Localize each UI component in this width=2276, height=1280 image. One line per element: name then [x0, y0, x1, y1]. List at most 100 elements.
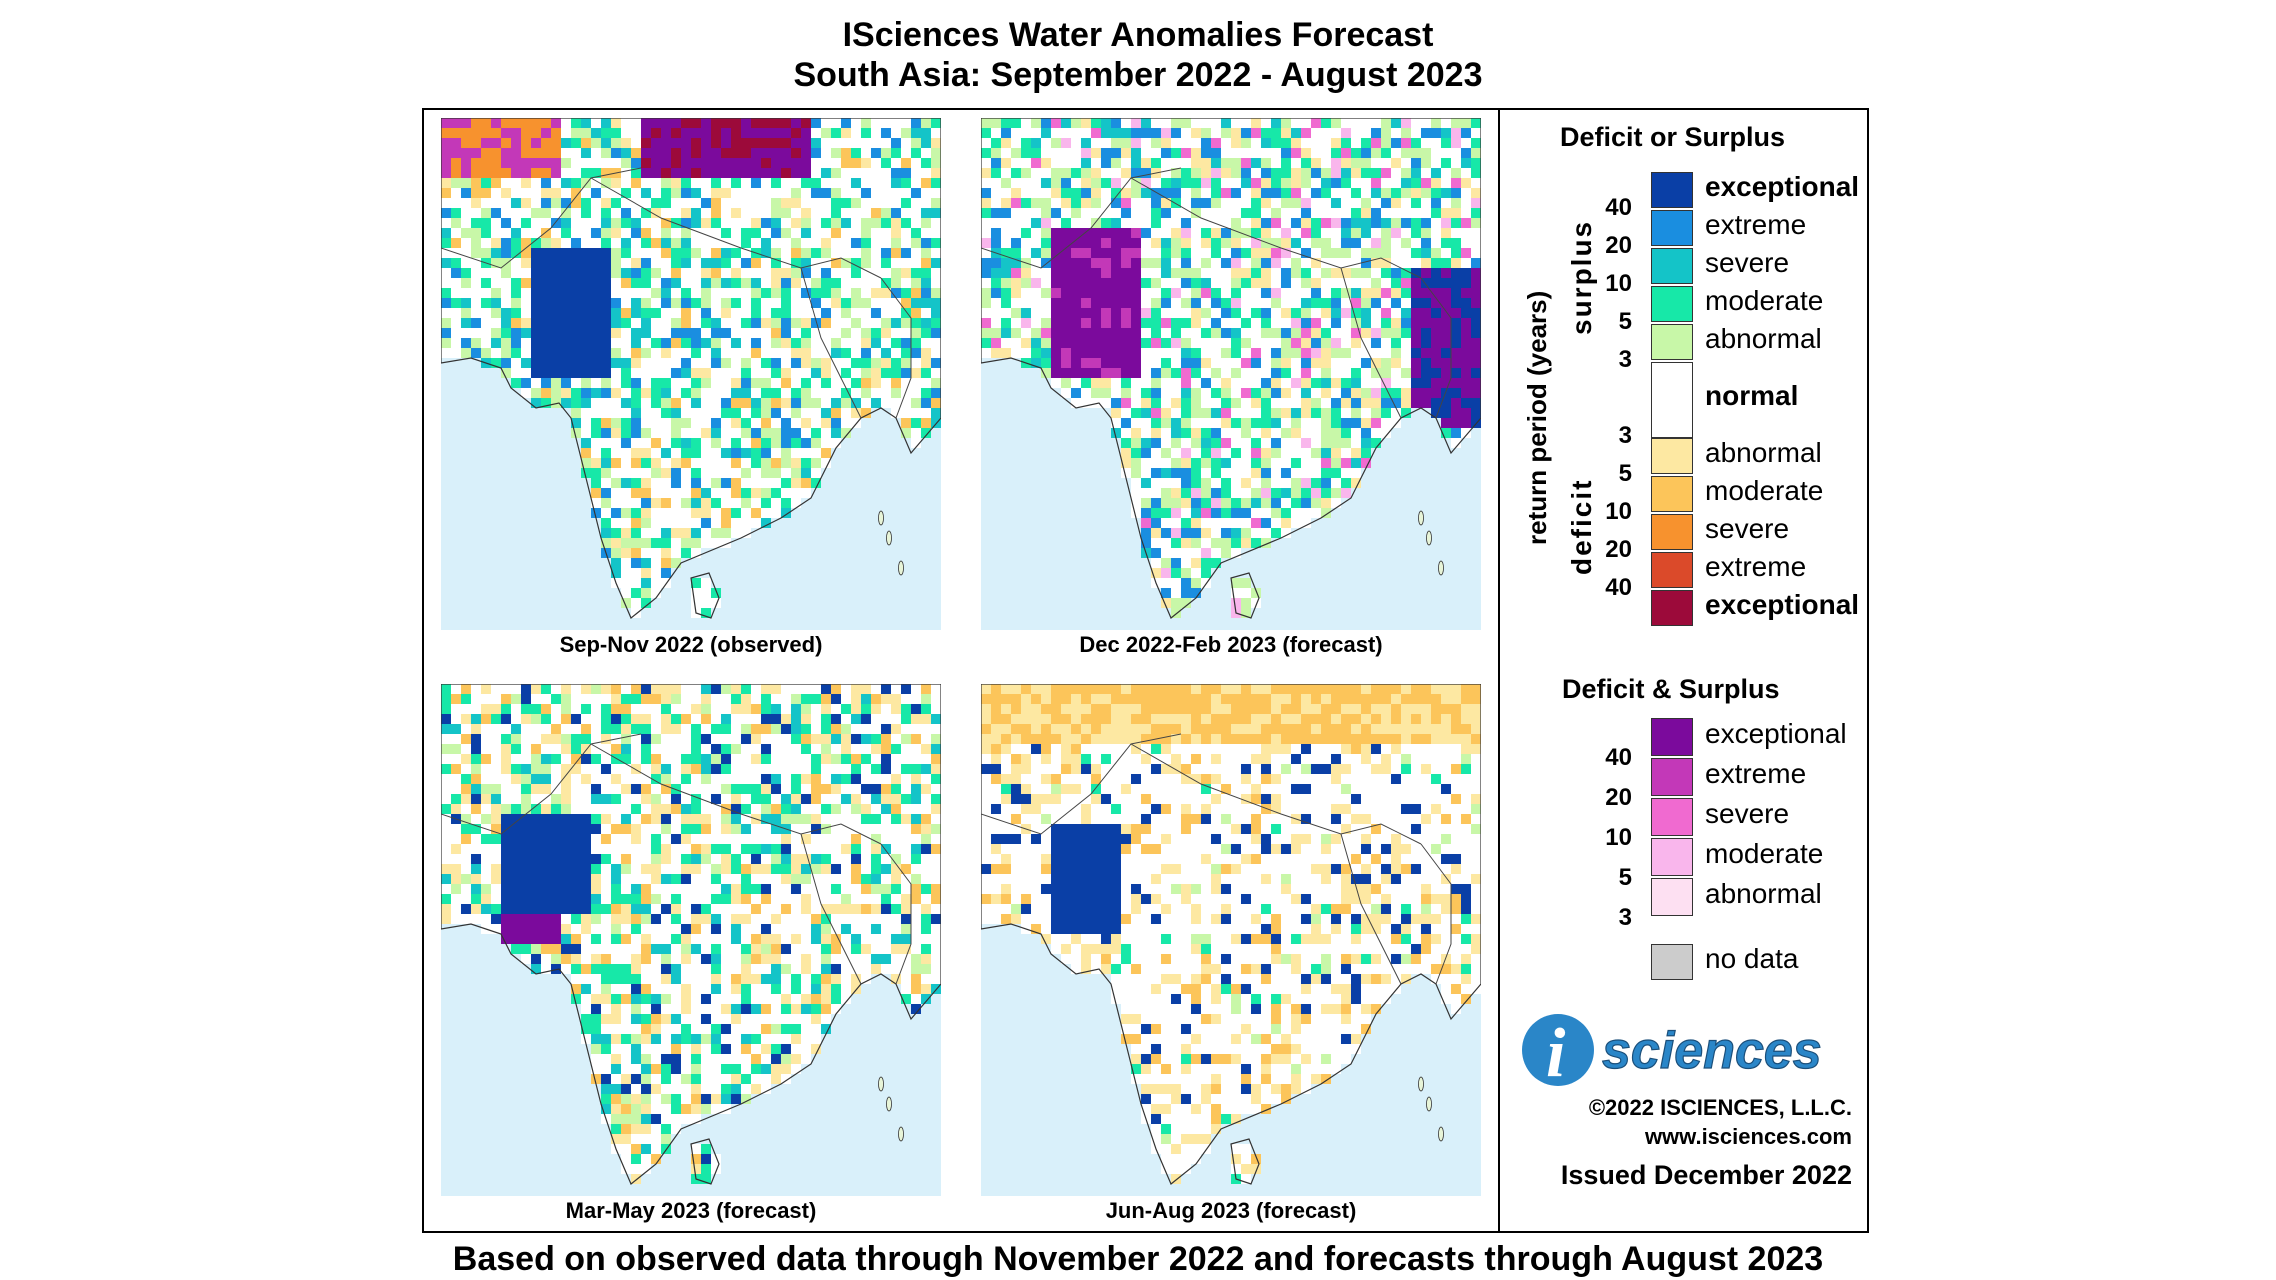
coastline	[441, 118, 941, 619]
island	[1418, 1076, 1424, 1092]
country-border	[590, 177, 882, 279]
legend-swatch-deficit-abnormal	[1651, 438, 1693, 474]
legend-swatch-deficit-exceptional	[1651, 590, 1693, 626]
legend-year-both-5: 5	[1618, 864, 1632, 891]
country-border	[1340, 833, 1402, 985]
legend-label-surplus-exceptional: exceptional	[1705, 171, 1860, 202]
panel-caption-4: Jun-Aug 2023 (forecast)	[1105, 1198, 1357, 1223]
legend-label-both-moderate: moderate	[1705, 838, 1824, 869]
panel-caption-3: Mar-May 2023 (forecast)	[565, 1198, 817, 1223]
island	[886, 530, 892, 546]
legend-year-bottom-40: 40	[1605, 574, 1632, 601]
legend-label-both-exceptional: exceptional	[1705, 718, 1847, 749]
legend-label-surplus-severe: severe	[1705, 247, 1790, 278]
island	[1418, 510, 1424, 526]
website: www.isciences.com	[1644, 1124, 1852, 1149]
island	[898, 1126, 904, 1142]
island	[878, 1076, 884, 1092]
legend-label-deficit-exceptional: exceptional	[1705, 589, 1860, 620]
logo-i: i	[1546, 1015, 1566, 1090]
legend-swatch-both-severe	[1651, 798, 1693, 836]
island	[878, 510, 884, 526]
legend-year-top-5: 5	[1618, 308, 1632, 335]
map-1	[441, 118, 941, 630]
country-border	[981, 167, 1182, 269]
country-border	[1340, 267, 1402, 419]
legend-swatch-normal	[1651, 362, 1693, 438]
map-panel-sep-nov	[441, 118, 941, 630]
country-border	[800, 267, 862, 419]
island	[1438, 1126, 1444, 1142]
coastline	[441, 684, 941, 1185]
island	[1426, 530, 1432, 546]
legend-label-normal: normal	[1705, 380, 1799, 411]
map-panel-dec-feb	[981, 118, 1481, 630]
legend-label-both-severe: severe	[1705, 798, 1790, 829]
sri-lanka-coast	[690, 572, 720, 619]
country-border	[880, 843, 912, 985]
legend-swatch-surplus-exceptional	[1651, 172, 1693, 208]
legend-swatch-surplus-abnormal	[1651, 324, 1693, 360]
island	[886, 1096, 892, 1112]
map-4	[981, 684, 1481, 1196]
legend-label-both-abnormal: abnormal	[1705, 878, 1822, 909]
copyright: ©2022 ISCIENCES, L.L.C.	[1588, 1095, 1852, 1120]
legend-title-deficit-and-surplus: Deficit & Surplus	[1562, 674, 1780, 704]
panel-caption-1: Sep-Nov 2022 (observed)	[559, 632, 823, 657]
anomaly-grid	[441, 118, 941, 618]
coastline	[981, 684, 1481, 1185]
country-border	[1130, 177, 1422, 279]
anomaly-grid	[981, 118, 1481, 618]
footer-note: Based on observed data through November …	[452, 1240, 1824, 1278]
title-line-2: South Asia: September 2022 - August 2023	[793, 56, 1483, 94]
legend-year-top-3: 3	[1618, 346, 1632, 373]
sri-lanka-coast	[690, 1138, 720, 1185]
return-period-axis-label: return period (years)	[1522, 290, 1552, 545]
country-border	[1130, 743, 1422, 845]
legend-label-deficit-abnormal: abnormal	[1705, 437, 1822, 468]
legend-year-bottom-5: 5	[1618, 460, 1632, 487]
legend-year-top-20: 20	[1605, 232, 1632, 259]
island	[898, 560, 904, 576]
legend-year-top-40: 40	[1605, 194, 1632, 221]
sri-lanka-coast	[1230, 572, 1260, 619]
legend-swatch-deficit-moderate	[1651, 476, 1693, 512]
legend-divider	[1498, 108, 1500, 1233]
legend-title-deficit-or-surplus: Deficit or Surplus	[1560, 122, 1786, 152]
legend-year-top-10: 10	[1605, 270, 1632, 297]
nodata-label: no data	[1705, 943, 1799, 974]
legend-label-surplus-abnormal: abnormal	[1705, 323, 1822, 354]
legend-label-deficit-extreme: extreme	[1705, 551, 1807, 582]
legend-swatch-both-abnormal	[1651, 878, 1693, 916]
country-border	[1420, 843, 1452, 985]
country-border	[441, 167, 642, 269]
map-2	[981, 118, 1481, 630]
anomaly-grid	[441, 684, 941, 1184]
legend-label-surplus-moderate: moderate	[1705, 285, 1824, 316]
legend-year-both-3: 3	[1618, 904, 1632, 931]
legend-label-surplus-extreme: extreme	[1705, 209, 1807, 240]
issued-date: Issued December 2022	[1560, 1160, 1852, 1190]
nodata-swatch	[1651, 944, 1693, 980]
country-border	[880, 277, 912, 419]
legend-swatch-surplus-severe	[1651, 248, 1693, 284]
panel-caption-2: Dec 2022-Feb 2023 (forecast)	[1079, 632, 1383, 657]
legend-swatch-both-exceptional	[1651, 718, 1693, 756]
logo-text: sciences	[1602, 1022, 1822, 1080]
island	[1438, 560, 1444, 576]
figure-frame	[422, 108, 1869, 1233]
country-border	[1420, 277, 1452, 419]
sri-lanka-coast	[1230, 1138, 1260, 1185]
legend-swatch-both-extreme	[1651, 758, 1693, 796]
map-panel-jun-aug	[981, 684, 1481, 1196]
country-border	[800, 833, 862, 985]
country-border	[441, 733, 642, 835]
map-3	[441, 684, 941, 1196]
legend-label-both-extreme: extreme	[1705, 758, 1807, 789]
country-border	[590, 743, 882, 845]
legend-year-bottom-20: 20	[1605, 536, 1632, 563]
coastline	[981, 118, 1481, 619]
legend-swatch-surplus-extreme	[1651, 210, 1693, 246]
island	[1426, 1096, 1432, 1112]
legend-swatch-surplus-moderate	[1651, 286, 1693, 322]
